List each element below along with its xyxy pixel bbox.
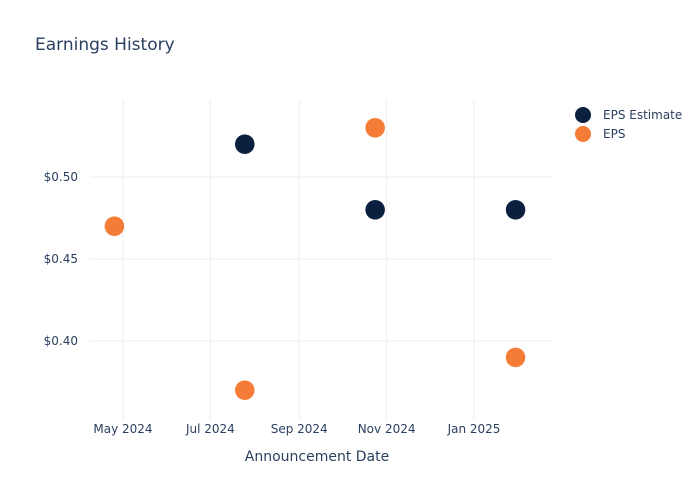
y-tick-label: $0.45 — [44, 252, 78, 266]
legend[interactable]: EPS Estimate EPS — [575, 107, 682, 142]
data-point[interactable] — [505, 199, 526, 221]
x-tick-label: Jul 2024 — [185, 422, 235, 436]
y-tick-label: $0.40 — [44, 334, 78, 348]
data-point[interactable] — [234, 379, 256, 401]
y-tick-label: $0.50 — [44, 170, 78, 184]
legend-marker — [575, 107, 591, 123]
x-tick-label: May 2024 — [93, 422, 152, 436]
x-axis-title: Announcement Date — [245, 449, 389, 465]
legend-item[interactable]: EPS Estimate — [575, 107, 682, 123]
data-point[interactable] — [364, 117, 386, 139]
x-tick-label: Jan 2025 — [447, 422, 501, 436]
x-tick-label: Sep 2024 — [271, 422, 328, 436]
data-point[interactable] — [505, 347, 526, 368]
legend-label: EPS — [603, 127, 625, 141]
series-eps — [104, 117, 526, 401]
data-point[interactable] — [364, 199, 386, 221]
x-tick-label: Nov 2024 — [358, 422, 416, 436]
data-points — [104, 117, 526, 401]
data-point[interactable] — [234, 133, 256, 155]
tick-labels: May 2024 Jul 2024 Sep 2024 Nov 2024 Jan 2025… — [44, 170, 501, 436]
legend-label: EPS Estimate — [603, 108, 682, 122]
data-point[interactable] — [104, 215, 125, 237]
chart-title: Earnings History — [35, 35, 175, 55]
legend-item[interactable]: EPS — [575, 126, 625, 142]
grid-lines — [90, 100, 553, 420]
legend-marker — [575, 126, 591, 142]
